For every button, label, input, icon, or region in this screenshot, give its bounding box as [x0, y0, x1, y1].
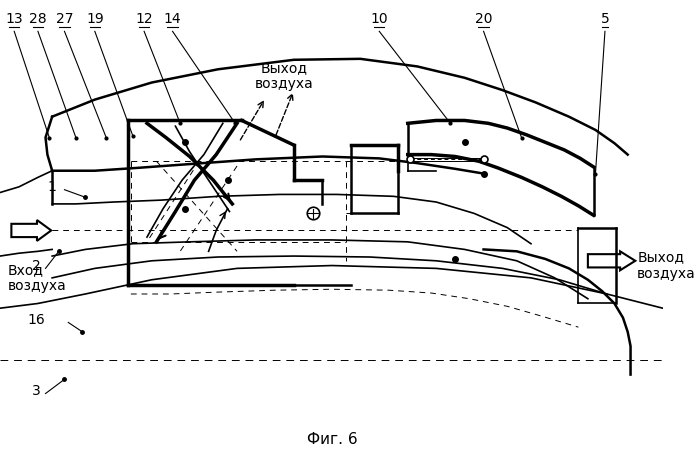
Text: 10: 10 — [370, 11, 388, 26]
Text: 1: 1 — [48, 180, 57, 194]
Text: 5: 5 — [600, 11, 610, 26]
Text: 3: 3 — [31, 384, 41, 397]
Text: 12: 12 — [136, 11, 153, 26]
FancyArrow shape — [11, 220, 51, 241]
Text: 2: 2 — [31, 258, 41, 273]
Text: Выход
воздуха: Выход воздуха — [255, 61, 314, 91]
Text: Фиг. 6: Фиг. 6 — [307, 431, 357, 447]
Text: 27: 27 — [56, 11, 73, 26]
Text: 28: 28 — [29, 11, 47, 26]
Text: 20: 20 — [475, 11, 492, 26]
Text: 16: 16 — [27, 313, 45, 327]
Text: 19: 19 — [86, 11, 103, 26]
Text: Вход
воздуха: Вход воздуха — [8, 263, 66, 293]
FancyArrow shape — [588, 252, 635, 270]
Text: 13: 13 — [6, 11, 23, 26]
Text: 14: 14 — [164, 11, 181, 26]
Text: Выход
воздуха: Выход воздуха — [637, 251, 696, 280]
